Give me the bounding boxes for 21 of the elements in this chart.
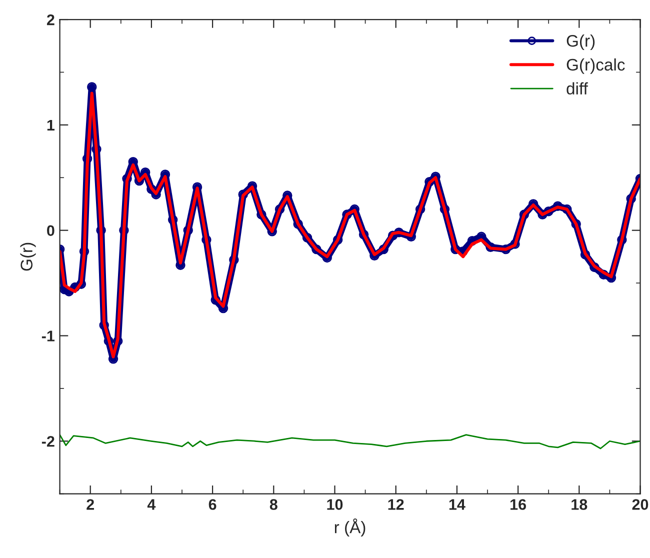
- y-axis-title: G(r): [20, 242, 36, 271]
- x-tick-label: 8: [270, 499, 278, 510]
- legend-label: diff: [566, 82, 588, 95]
- x-tick-label: 14: [449, 499, 466, 510]
- x-tick-label: 20: [632, 499, 648, 510]
- y-tick-label: -2: [42, 436, 54, 447]
- y-tick-label: 0: [47, 225, 54, 236]
- x-tick-label: 18: [572, 499, 588, 510]
- x-tick-label: 2: [86, 499, 94, 510]
- y-tick-label: -1: [42, 330, 55, 342]
- legend-label: G(r)calc: [566, 58, 625, 74]
- y-tick-label: 2: [46, 14, 54, 26]
- legend-label: G(r): [566, 34, 595, 50]
- x-tick-label: 10: [327, 499, 343, 510]
- x-tick-label: 6: [208, 499, 216, 510]
- x-axis-title: r (Å): [334, 518, 366, 537]
- x-tick-label: 4: [147, 499, 156, 510]
- line-series: [60, 434, 640, 450]
- x-tick-label: 12: [388, 499, 404, 510]
- y-tick-label: 1: [47, 120, 55, 130]
- x-tick-label: 16: [510, 499, 526, 510]
